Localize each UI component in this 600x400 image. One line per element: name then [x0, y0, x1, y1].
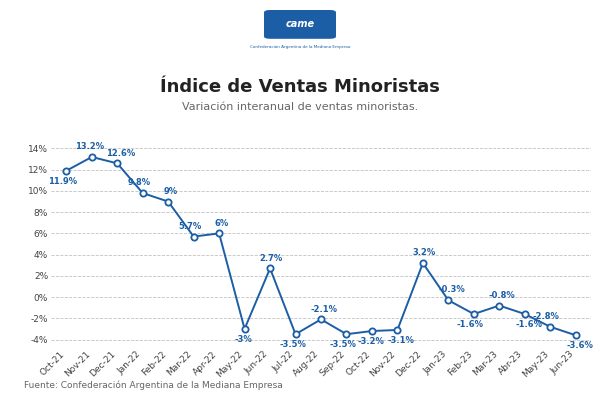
- Text: -1.6%: -1.6%: [457, 320, 484, 329]
- Text: 12.6%: 12.6%: [106, 148, 136, 158]
- Text: -1.6%: -1.6%: [515, 320, 542, 329]
- Text: 13.2%: 13.2%: [74, 142, 104, 151]
- Text: -3.1%: -3.1%: [388, 336, 415, 345]
- Text: Variación interanual de ventas minoristas.: Variación interanual de ventas minorista…: [182, 102, 418, 112]
- Text: -2.8%: -2.8%: [533, 312, 560, 321]
- Text: -2.1%: -2.1%: [310, 304, 337, 314]
- Text: 3.2%: 3.2%: [413, 248, 436, 257]
- Text: came: came: [286, 19, 314, 29]
- Text: -3.5%: -3.5%: [280, 340, 307, 349]
- Text: Fuente: Confederación Argentina de la Mediana Empresa: Fuente: Confederación Argentina de la Me…: [24, 380, 283, 390]
- FancyBboxPatch shape: [264, 10, 336, 39]
- Text: Confederación Argentina de la Mediana Empresa: Confederación Argentina de la Mediana Em…: [250, 46, 350, 50]
- Text: 5.7%: 5.7%: [178, 222, 202, 231]
- Text: 6%: 6%: [215, 218, 229, 228]
- Text: 2.7%: 2.7%: [260, 254, 283, 262]
- Text: 11.9%: 11.9%: [48, 177, 77, 186]
- Text: -3.2%: -3.2%: [357, 337, 384, 346]
- Text: -0.3%: -0.3%: [439, 286, 466, 294]
- Text: Índice de Ventas Minoristas: Índice de Ventas Minoristas: [160, 78, 440, 96]
- Text: 9%: 9%: [164, 187, 178, 196]
- Text: -0.8%: -0.8%: [488, 291, 515, 300]
- Text: -3.6%: -3.6%: [566, 341, 593, 350]
- Text: 9.8%: 9.8%: [127, 178, 151, 187]
- Text: -3.5%: -3.5%: [329, 340, 356, 349]
- Text: -3%: -3%: [235, 335, 252, 344]
